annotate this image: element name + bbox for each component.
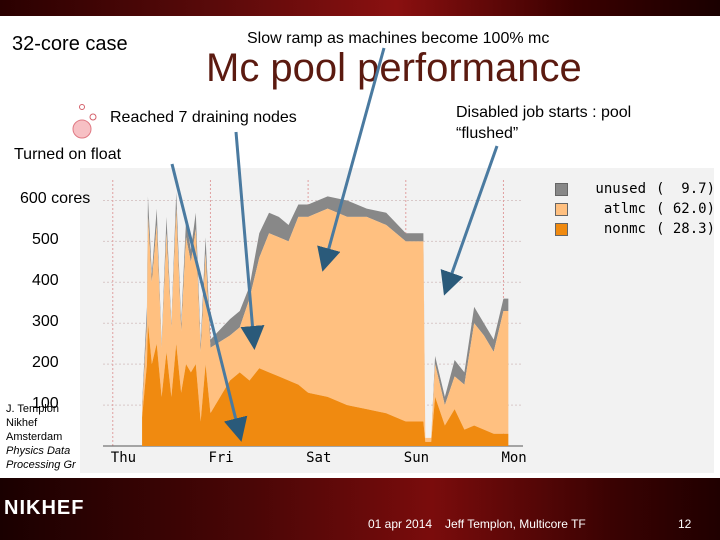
footer-date: 01 apr 2014 <box>368 517 433 531</box>
x-tick-label: Thu <box>110 450 137 466</box>
y-tick-label: 300 <box>32 313 59 331</box>
y-tick-label: 200 <box>32 354 59 372</box>
legend-percent: ( 28.3) <box>656 221 716 237</box>
legend-percent: ( 9.7) <box>656 181 716 197</box>
slide-subtitle: Slow ramp as machines become 100% mc <box>247 30 550 47</box>
legend-label: unused <box>595 181 646 197</box>
footer-author: Jeff Templon, Multicore TF <box>445 517 586 531</box>
bubble-icon <box>72 104 97 139</box>
x-tick-label: Sat <box>306 450 332 466</box>
y-tick-label: 400 <box>32 272 59 290</box>
legend-label: nonmc <box>603 221 646 237</box>
footer-band <box>0 478 720 540</box>
author-sidebar: J. Templon Nikhef Amsterdam Physics Data… <box>6 402 86 472</box>
legend-label: atlmc <box>603 201 646 217</box>
sidebar-line: Processing Gr <box>6 459 76 471</box>
legend-swatch <box>555 183 568 196</box>
y-tick-label: 600 cores <box>20 190 91 208</box>
top-banner <box>0 0 720 16</box>
slide-title: Mc pool performance <box>206 46 582 90</box>
footer-page-number: 12 <box>678 517 692 531</box>
x-tick-label: Sun <box>403 450 430 466</box>
x-tick-label: Mon <box>501 450 527 466</box>
y-tick-label: 100 <box>32 395 59 413</box>
legend-swatch <box>555 223 568 236</box>
sidebar-line: Nikhef <box>6 417 38 429</box>
sidebar-line: Physics Data <box>6 445 71 457</box>
annotation-disabled: Disabled job starts : pool “flushed” <box>456 104 632 142</box>
sidebar-line: J. Templon <box>6 403 59 415</box>
legend-swatch <box>555 203 568 216</box>
nikhef-logo: NIKHEF <box>4 497 85 519</box>
case-label: 32-core case <box>12 33 128 55</box>
sidebar-line: Amsterdam <box>6 431 63 443</box>
y-tick-label: 500 <box>32 231 59 249</box>
x-tick-label: Fri <box>208 450 234 466</box>
series-area-atlmc <box>142 208 509 442</box>
legend-percent: ( 62.0) <box>656 201 716 217</box>
annotation-float: Turned on float <box>14 146 122 163</box>
annotation-draining: Reached 7 draining nodes <box>110 109 297 126</box>
